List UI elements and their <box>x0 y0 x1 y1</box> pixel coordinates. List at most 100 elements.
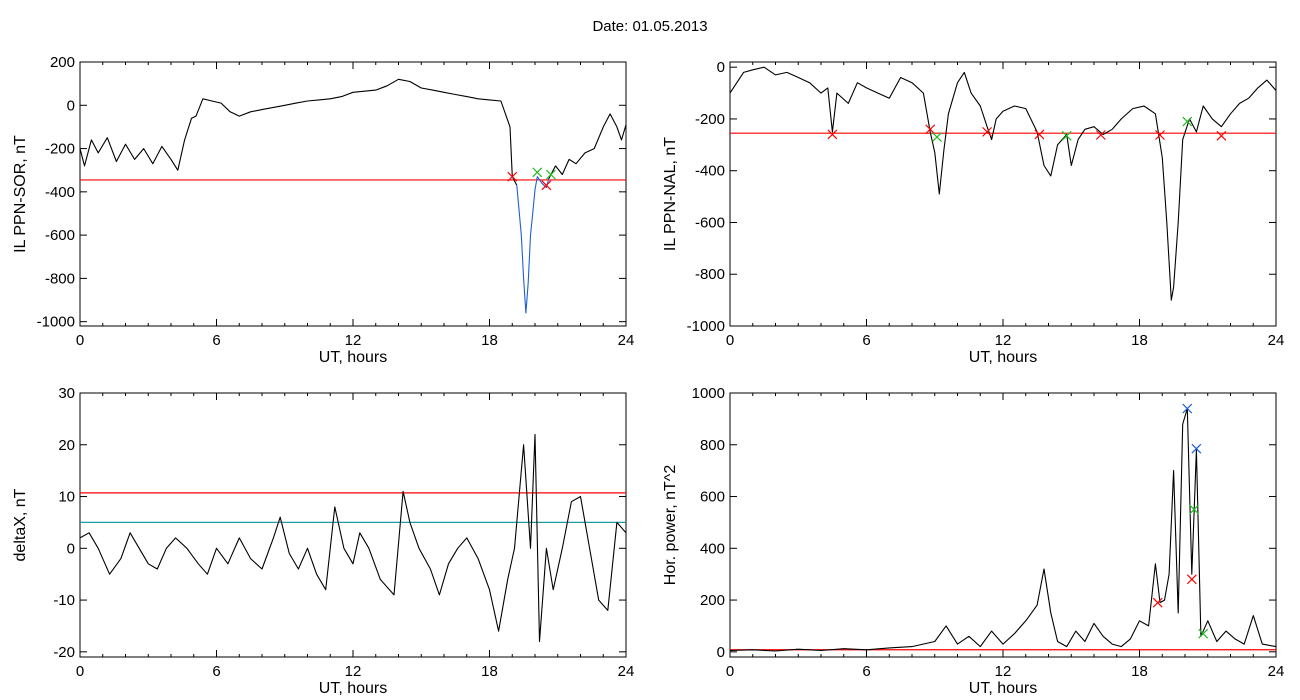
y-axis-title: IL PPN-SOR, nT <box>12 135 29 253</box>
y-tick-label: -10 <box>53 592 75 609</box>
chart-panel-4: 0 6 12 18 24 1000 800 600 400 200 0 UT, hours Hor. p… <box>662 385 1284 697</box>
x-tick-label: 24 <box>1268 332 1285 349</box>
y-tick-label: 200 <box>700 592 725 609</box>
marker-stroke <box>932 132 942 142</box>
event-marker <box>1186 574 1197 585</box>
marker-stroke <box>1152 597 1163 608</box>
y-tick-label: -1000 <box>687 318 725 335</box>
x-tick-label: 0 <box>76 332 84 349</box>
marker-stroke <box>507 171 518 182</box>
y-axis-title: deltaX, nT <box>12 488 29 561</box>
event-marker <box>507 171 518 182</box>
marker-stroke <box>1186 574 1197 585</box>
y-tick-label: 0 <box>67 97 75 114</box>
marker-stroke <box>1191 443 1202 454</box>
y-tick-label: 0 <box>67 540 75 557</box>
x-tick-label: 12 <box>345 663 362 680</box>
event-marker <box>1198 628 1209 639</box>
x-axis-title: UT, hours <box>969 680 1037 697</box>
chart-panel-3: 0 6 12 18 24 30 20 10 0 -10 -20 UT, hours deltaX, nT <box>12 385 634 697</box>
marker-stroke <box>1182 403 1193 414</box>
x-tick-label: 0 <box>726 332 734 349</box>
y-tick-label: 200 <box>50 54 75 71</box>
y-tick-label: -400 <box>695 163 725 180</box>
event-marker <box>1095 130 1106 140</box>
y-tick-label: -800 <box>45 270 75 287</box>
y-axis-title: Hor. power, nT^2 <box>662 465 679 586</box>
data-series-line <box>548 113 627 180</box>
data-series-line <box>729 407 1277 652</box>
marker-stroke <box>1061 130 1072 141</box>
event-marker <box>925 124 936 135</box>
y-tick-label: 400 <box>700 540 725 557</box>
y-tick-label: 600 <box>700 489 725 506</box>
x-axis-title: UT, hours <box>319 349 387 366</box>
marker-stroke <box>982 126 992 137</box>
x-axis-title: UT, hours <box>319 680 387 697</box>
data-series-line <box>729 66 1277 301</box>
y-tick-label: -200 <box>695 111 725 128</box>
chart-panel-2: 0 6 12 18 24 0 -200 -400 -600 -800 -1000 UT, hours I… <box>662 59 1284 366</box>
event-marker <box>1182 116 1193 127</box>
x-tick-label: 0 <box>76 663 84 680</box>
y-tick-label: -1000 <box>37 314 75 331</box>
y-tick-label: -20 <box>53 644 75 661</box>
y-tick-label: -600 <box>45 227 75 244</box>
x-tick-label: 0 <box>726 663 734 680</box>
y-tick-label: -600 <box>695 214 725 231</box>
x-tick-label: 18 <box>1131 332 1148 349</box>
y-tick-label: -400 <box>45 184 75 201</box>
marker-stroke <box>546 169 556 180</box>
marker-stroke <box>1182 116 1193 127</box>
y-tick-label: 20 <box>58 437 75 454</box>
data-series-line <box>79 78 518 186</box>
event-marker <box>1155 130 1165 140</box>
marker-stroke <box>827 129 838 140</box>
event-marker <box>932 132 942 142</box>
x-tick-label: 24 <box>1268 663 1285 680</box>
x-tick-label: 6 <box>212 332 220 349</box>
event-marker <box>1034 129 1045 140</box>
x-axis-title: UT, hours <box>969 349 1037 366</box>
x-tick-label: 18 <box>1131 663 1148 680</box>
event-marker <box>982 126 992 137</box>
x-tick-label: 18 <box>481 332 498 349</box>
y-tick-label: 30 <box>58 385 75 402</box>
y-tick-label: 0 <box>717 59 725 76</box>
x-tick-label: 6 <box>862 332 870 349</box>
x-tick-label: 24 <box>618 663 635 680</box>
marker-stroke <box>541 180 552 191</box>
marker-stroke <box>925 124 936 135</box>
marker-stroke <box>1155 130 1165 140</box>
event-marker <box>1152 597 1163 608</box>
event-marker <box>827 129 838 140</box>
x-tick-label: 12 <box>345 332 362 349</box>
marker-stroke <box>1095 130 1106 140</box>
marker-stroke <box>1198 628 1209 639</box>
plot-frame <box>79 61 627 327</box>
x-tick-label: 12 <box>995 332 1012 349</box>
chart-panel-1: 0 6 12 18 24 200 0 -200 -400 -600 -800 -1000 UT, hou… <box>12 54 634 366</box>
y-tick-label: 10 <box>58 489 75 506</box>
y-tick-label: -800 <box>695 266 725 283</box>
marker-stroke <box>1034 129 1045 140</box>
data-series-line <box>516 176 550 314</box>
event-marker <box>1216 130 1227 141</box>
marker-stroke <box>532 167 543 178</box>
y-tick-label: 0 <box>717 644 725 661</box>
data-series-line <box>79 433 627 643</box>
x-tick-label: 12 <box>995 663 1012 680</box>
event-marker <box>541 180 552 191</box>
x-tick-label: 24 <box>618 332 635 349</box>
y-tick-label: 1000 <box>692 385 725 402</box>
plot-frame <box>79 392 627 658</box>
y-axis-title: IL PPN-NAL, nT <box>662 137 679 251</box>
x-tick-label: 18 <box>481 663 498 680</box>
x-tick-label: 6 <box>212 663 220 680</box>
page-title: Date: 01.05.2013 <box>592 18 708 35</box>
event-marker <box>546 169 556 180</box>
event-marker <box>1182 403 1193 414</box>
y-tick-label: -200 <box>45 141 75 158</box>
y-tick-label: 800 <box>700 437 725 454</box>
